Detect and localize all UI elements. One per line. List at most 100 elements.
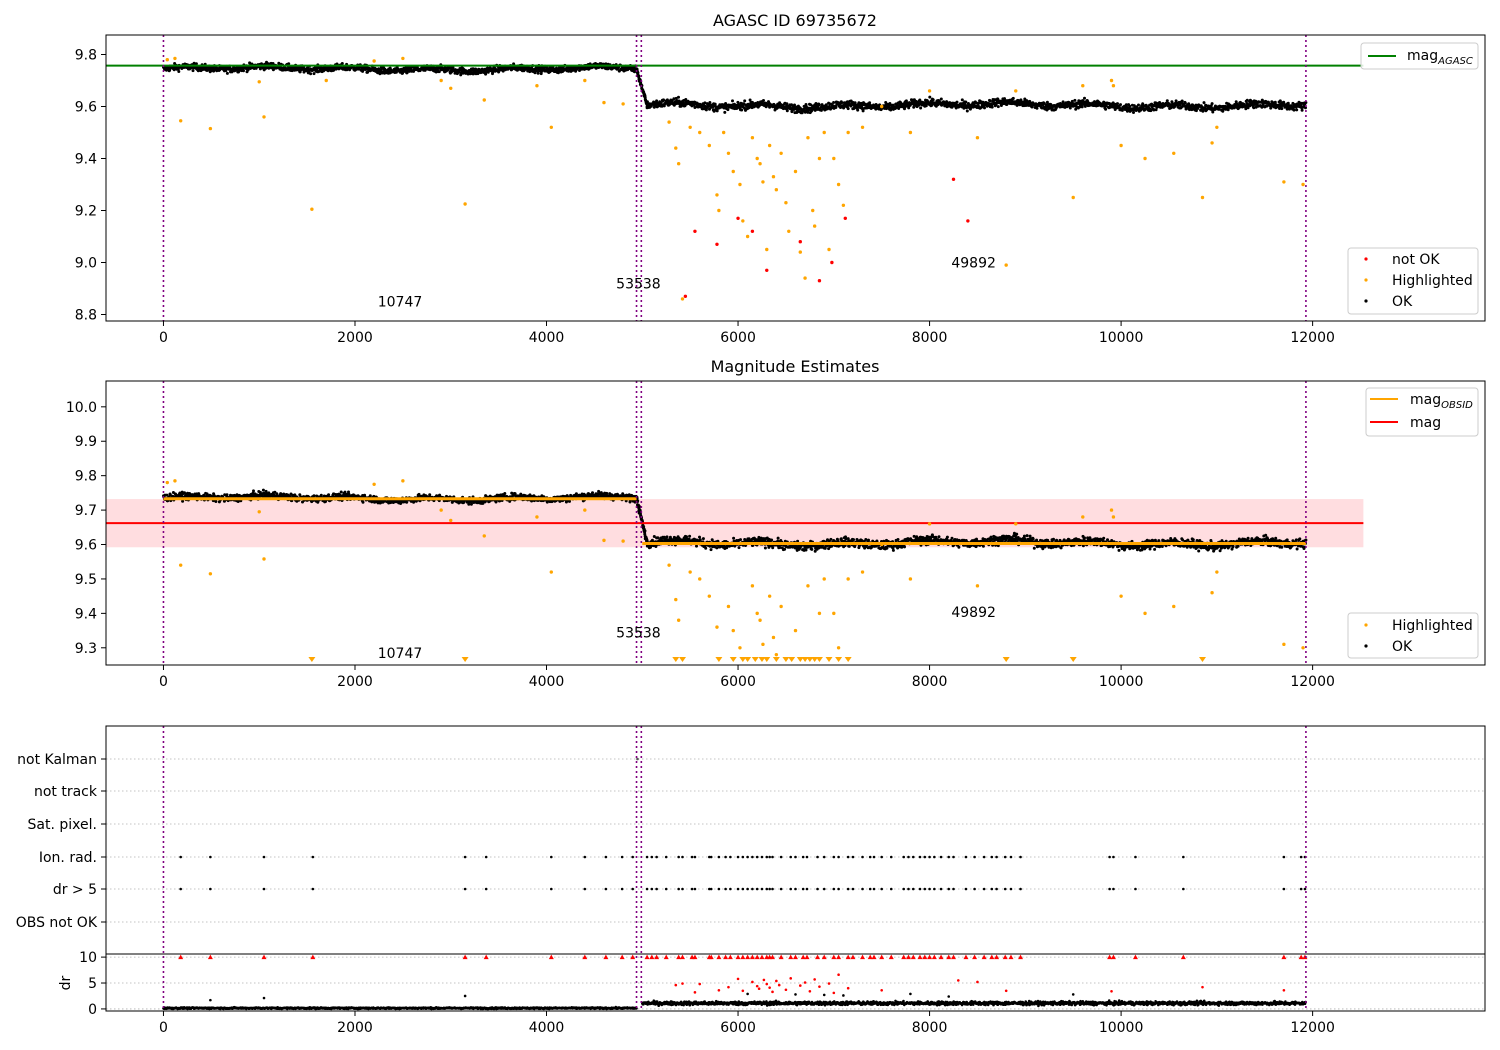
ok-point [785,102,789,106]
ok-point [770,538,774,542]
highlighted-point [755,156,759,161]
ok-point [713,102,717,106]
ok-point [856,108,860,112]
ok-point [708,101,712,104]
ok-point [731,99,734,103]
not-ok-point [966,219,970,223]
ok-point [990,105,994,109]
ok-point [1080,105,1084,109]
ok-point [1128,104,1132,108]
highlighted-point [787,229,791,233]
ok-point [1295,108,1299,112]
highlighted-point [841,203,846,207]
legend-highlighted-label: Highlighted [1392,273,1473,289]
panel1-ytick-label: 9.2 [75,204,97,220]
highlighted-point [721,130,726,135]
highlighted-point [674,146,678,150]
highlighted-point [832,156,836,161]
ok-point [709,548,713,552]
ok-point [312,494,316,498]
ok-point [242,69,245,73]
highlighted-point [535,84,539,88]
not-ok-point [798,240,802,244]
not-ok-point [750,229,755,233]
ok-point [688,534,692,538]
highlighted-point [1071,195,1075,200]
ok-point [192,61,196,65]
ok-point [1083,96,1086,100]
obsid-label: 49892 [951,256,996,272]
highlighted-point [784,201,788,205]
panel1-title: AGASC ID 69735672 [713,11,877,30]
highlighted-point [811,208,815,213]
ok-point [1210,102,1214,106]
ok-point [763,546,767,550]
ok-point [804,548,808,552]
not-ok-point [843,216,847,220]
highlighted-point [1215,125,1219,129]
highlighted-point [1004,263,1008,267]
ok-point [225,71,229,75]
ok-point [368,494,372,498]
ok-point [1011,96,1015,100]
highlighted-point [372,59,376,63]
highlighted-point [758,162,762,166]
ok-point [739,538,742,542]
highlighted-point [1282,180,1286,184]
ok-point [1119,103,1122,107]
ok-point [740,108,744,112]
highlighted-point [401,56,405,61]
panel2-title: Magnitude Estimates [711,357,880,376]
panel1-xtick-label: 10000 [1099,330,1144,346]
highlighted-point [738,182,742,187]
highlighted-point [549,125,554,129]
ok-point [512,62,516,66]
ok-point [931,98,935,102]
highlighted-point [707,143,712,148]
ok-point [340,62,344,65]
highlighted-point [715,193,719,197]
ok-point [1074,107,1078,111]
panel1-ytick-label: 9.8 [75,48,97,64]
ok-point [743,99,747,103]
highlighted-point [726,151,731,155]
ok-point [309,72,313,76]
highlighted-point [1109,78,1114,83]
ok-point [864,538,868,541]
ok-point [1226,108,1230,112]
highlighted-point [812,224,817,228]
highlighted-point [765,247,769,252]
panel1-ytick-label: 9.0 [75,256,97,272]
highlighted-point [262,115,266,119]
ok-point [723,110,727,114]
highlighted-point [602,100,606,105]
panel1-legend-upper: magAGASC [1360,42,1479,70]
highlighted-point [860,125,865,129]
highlighted-point [803,276,807,280]
highlighted-point [806,136,810,140]
ok-point [867,538,870,542]
highlighted-point [310,207,314,211]
highlighted-point [1081,84,1085,88]
highlighted-point [1200,195,1205,200]
highlighted-point [879,104,884,109]
ok-point [394,70,398,74]
ok-point [726,108,730,112]
ok-point [771,546,775,550]
highlighted-point [257,80,261,84]
ok-point [287,62,291,66]
highlighted-point [676,162,681,166]
highlighted-point [698,130,702,135]
highlighted-point [846,130,850,135]
ok-point [366,70,370,74]
ok-point [1211,110,1215,114]
ok-point [912,105,916,109]
ok-point [677,95,680,99]
highlighted-point [208,126,213,131]
ok-point [645,104,649,108]
highlighted-point [779,151,783,155]
panel1-xtick-label: 4000 [529,330,565,346]
ok-point [701,537,705,541]
ok-point [996,105,1000,109]
ok-point [491,70,495,74]
